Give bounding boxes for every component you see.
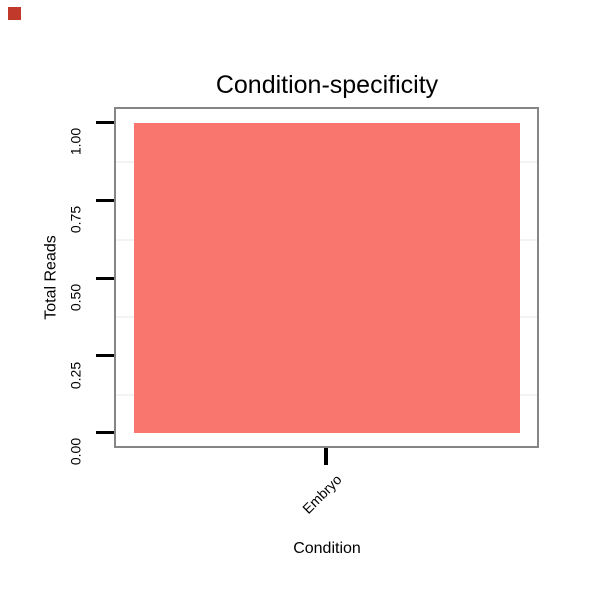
y-tick-label: 1.00 [67, 127, 84, 156]
y-tick-label: 0.25 [67, 361, 84, 390]
y-axis-tick [96, 354, 114, 357]
y-axis-tick [96, 431, 114, 434]
chart-title: Condition-specificity [215, 71, 439, 99]
y-tick-label: 0.50 [67, 283, 84, 312]
x-tick-label-embryo: Embryo [299, 471, 345, 517]
y-axis-tick [96, 199, 114, 202]
y-axis-tick [96, 121, 114, 124]
x-axis-tick [324, 448, 328, 465]
y-tick-label: 0.00 [67, 437, 84, 466]
y-axis-tick [96, 277, 114, 280]
bar-embryo [134, 123, 520, 433]
x-axis-title: Condition [293, 540, 361, 557]
y-tick-label: 0.75 [67, 205, 84, 234]
y-axis-title: Total Reads [42, 235, 60, 320]
red-square-marker [8, 7, 21, 20]
